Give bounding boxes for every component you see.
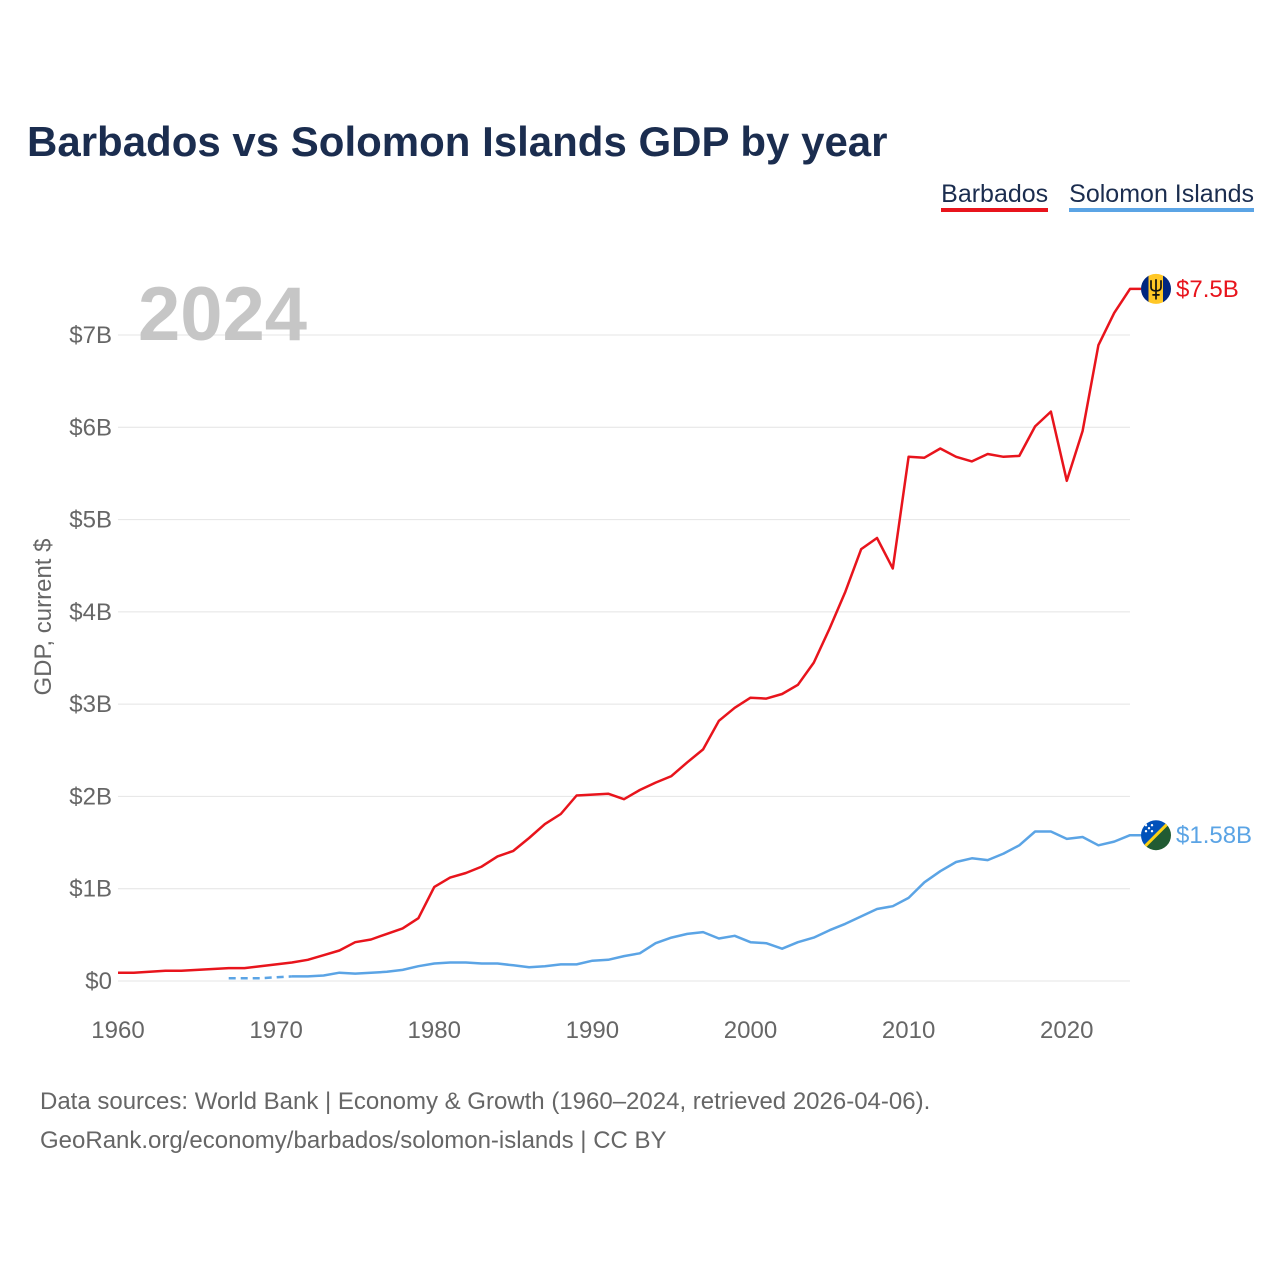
solomon-islands-end-value-label: $1.58B: [1176, 822, 1252, 849]
y-tick-label: $7B: [69, 322, 112, 349]
flag-trident: [1150, 279, 1162, 300]
y-axis-ticks: $0 $1B $2B $3B $4B $5B $6B $7B: [69, 322, 112, 995]
x-axis-ticks: 1960 1970 1980 1990 2000 2010 2020: [91, 1017, 1093, 1044]
attribution-note: GeoRank.org/economy/barbados/solomon-isl…: [40, 1127, 667, 1154]
x-tick-label: 2020: [1040, 1017, 1093, 1044]
x-tick-label: 1980: [408, 1017, 461, 1044]
flag-star: [1150, 830, 1154, 833]
legend: Barbados Solomon Islands: [941, 180, 1254, 212]
x-tick-label: 1970: [249, 1017, 302, 1044]
y-axis-label: GDP, current $: [30, 539, 57, 696]
y-tick-label: $6B: [69, 414, 112, 441]
x-tick-label: 1960: [91, 1017, 144, 1044]
gridlines: [118, 334, 1130, 982]
flag-band-blue-left: [1141, 273, 1149, 304]
footer: Data sources: World Bank | Economy & Gro…: [40, 1082, 930, 1160]
y-tick-label: $4B: [69, 599, 112, 626]
x-tick-label: 2000: [724, 1017, 777, 1044]
flag-star: [1144, 830, 1148, 833]
y-tick-label: $1B: [69, 876, 112, 903]
x-tick-label: 2010: [882, 1017, 935, 1044]
solomon-islands-flag-body: [1141, 820, 1171, 851]
y-tick-label: $5B: [69, 507, 112, 534]
solomon-islands-gdp-line: [291, 830, 1141, 978]
barbados-gdp-line: [118, 287, 1141, 974]
x-tick-label: 1990: [566, 1017, 619, 1044]
legend-item-solomon-islands[interactable]: Solomon Islands: [1069, 180, 1254, 212]
y-tick-label: $3B: [69, 691, 112, 718]
y-tick-label: $2B: [69, 783, 112, 810]
year-watermark: 2024: [138, 272, 307, 357]
y-tick-label: $0: [85, 968, 112, 995]
series-lines: [118, 287, 1141, 980]
solomon-islands-flag-icon: [1141, 820, 1171, 851]
legend-item-barbados[interactable]: Barbados: [941, 180, 1049, 212]
end-value-labels: $7.5B $1.58B: [1176, 276, 1252, 849]
barbados-flag-body: [1141, 273, 1171, 304]
barbados-end-value-label: $7.5B: [1176, 276, 1239, 303]
flag-band-blue-right: [1163, 273, 1171, 304]
barbados-flag-icon: [1141, 273, 1171, 304]
data-sources-note: Data sources: World Bank | Economy & Gro…: [40, 1088, 931, 1115]
flag-star: [1150, 824, 1154, 827]
solomon-islands-gdp-line-dashed: [228, 975, 292, 980]
flag-star: [1144, 824, 1148, 827]
chart-title: Barbados vs Solomon Islands GDP by year: [27, 118, 888, 165]
flag-star: [1147, 827, 1151, 830]
